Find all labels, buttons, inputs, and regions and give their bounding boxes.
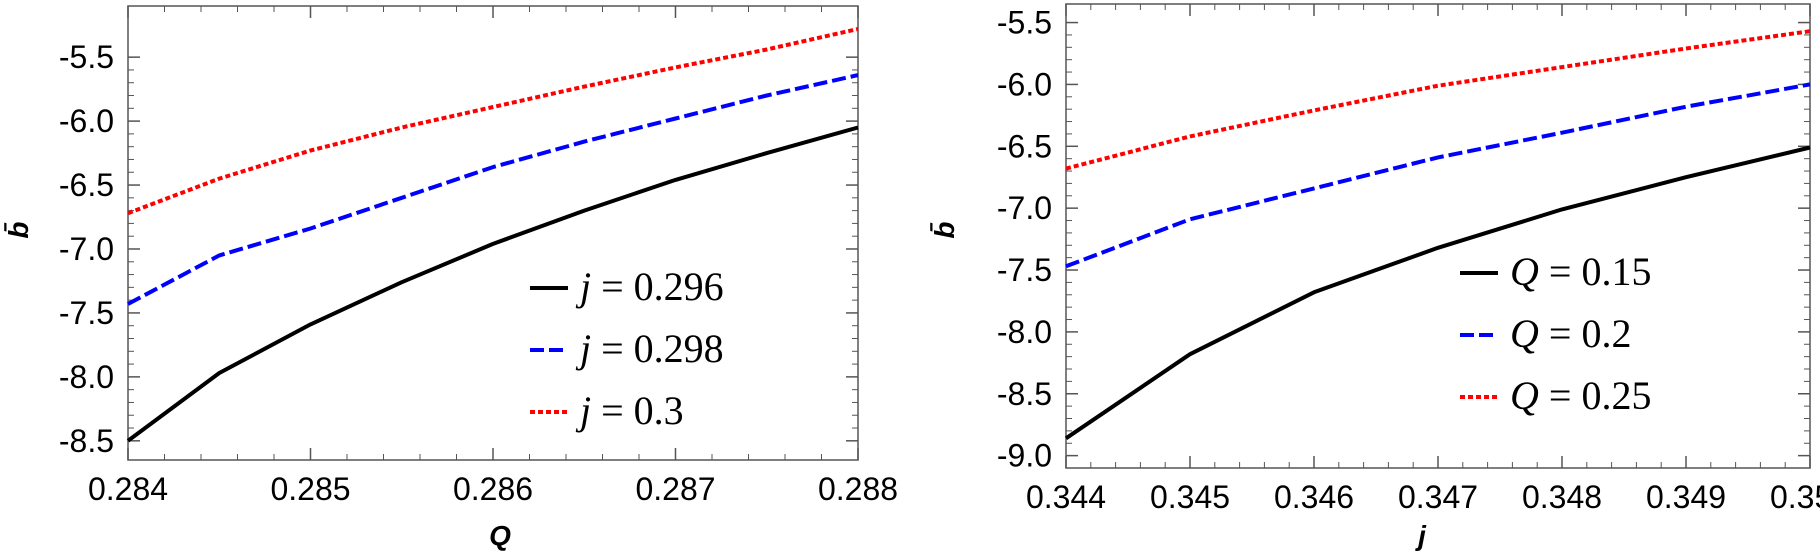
y-tick-label: -9.0 (997, 438, 1052, 474)
x-tick-label: 0.350 (1770, 479, 1820, 515)
y-tick-label: -7.0 (59, 231, 114, 267)
series-line (127, 27, 859, 216)
x-tick-label: 0.288 (818, 471, 898, 507)
x-tick-label: 0.286 (453, 471, 533, 507)
y-tick-label: -6.0 (59, 103, 114, 139)
x-tick-label: 0.285 (270, 471, 350, 507)
left-panel: 0.284 0.285 0.286 0.287 0.288 -5.5 -6.0 -6.5 -7.… (3, 5, 898, 551)
series-line (127, 73, 859, 306)
series-line (1064, 145, 1811, 440)
x-tick-label: 0.345 (1150, 479, 1230, 515)
x-tick-label: 0.344 (1026, 479, 1106, 515)
x-tick-label: 0.347 (1398, 479, 1478, 515)
y-tick-label: -6.5 (997, 128, 1052, 164)
y-tick-label: -8.0 (59, 359, 114, 395)
x-tick-label: 0.287 (635, 471, 715, 507)
x-axis-label: j (1414, 520, 1427, 551)
legend-label: j = 0.3 (575, 388, 684, 433)
plot-frame (1065, 3, 1811, 469)
legend-label: Q = 0.25 (1510, 373, 1651, 418)
series-line (126, 125, 859, 443)
y-tick-label: -7.5 (997, 252, 1052, 288)
x-tick-label: 0.284 (88, 471, 168, 507)
legend-label: Q = 0.15 (1510, 249, 1651, 294)
series-line (1065, 29, 1811, 171)
legend-label: j = 0.298 (575, 326, 724, 371)
right-panel: 0.344 0.345 0.346 0.347 0.348 0.349 0.350 -5.5 -… (929, 3, 1820, 551)
y-tick-label: -8.0 (997, 314, 1052, 350)
y-tick-label: -8.5 (59, 423, 114, 459)
legend-label: j = 0.296 (575, 264, 724, 309)
series-line (1065, 82, 1811, 269)
y-axis-label: b̄ (929, 221, 960, 238)
x-tick-label: 0.349 (1646, 479, 1726, 515)
y-tick-label: -8.5 (997, 376, 1052, 412)
x-tick-label: 0.348 (1522, 479, 1602, 515)
plot-frame (127, 5, 859, 461)
x-tick-label: 0.346 (1274, 479, 1354, 515)
y-tick-label: -7.0 (997, 190, 1052, 226)
y-tick-label: -6.5 (59, 167, 114, 203)
y-tick-label: -5.5 (997, 5, 1052, 41)
legend-label: Q = 0.2 (1510, 311, 1631, 356)
y-tick-label: -7.5 (59, 295, 114, 331)
x-axis-label: Q (489, 520, 511, 551)
y-tick-label: -5.5 (59, 39, 114, 75)
y-tick-label: -6.0 (997, 66, 1052, 102)
y-axis-label: b̄ (3, 221, 34, 238)
